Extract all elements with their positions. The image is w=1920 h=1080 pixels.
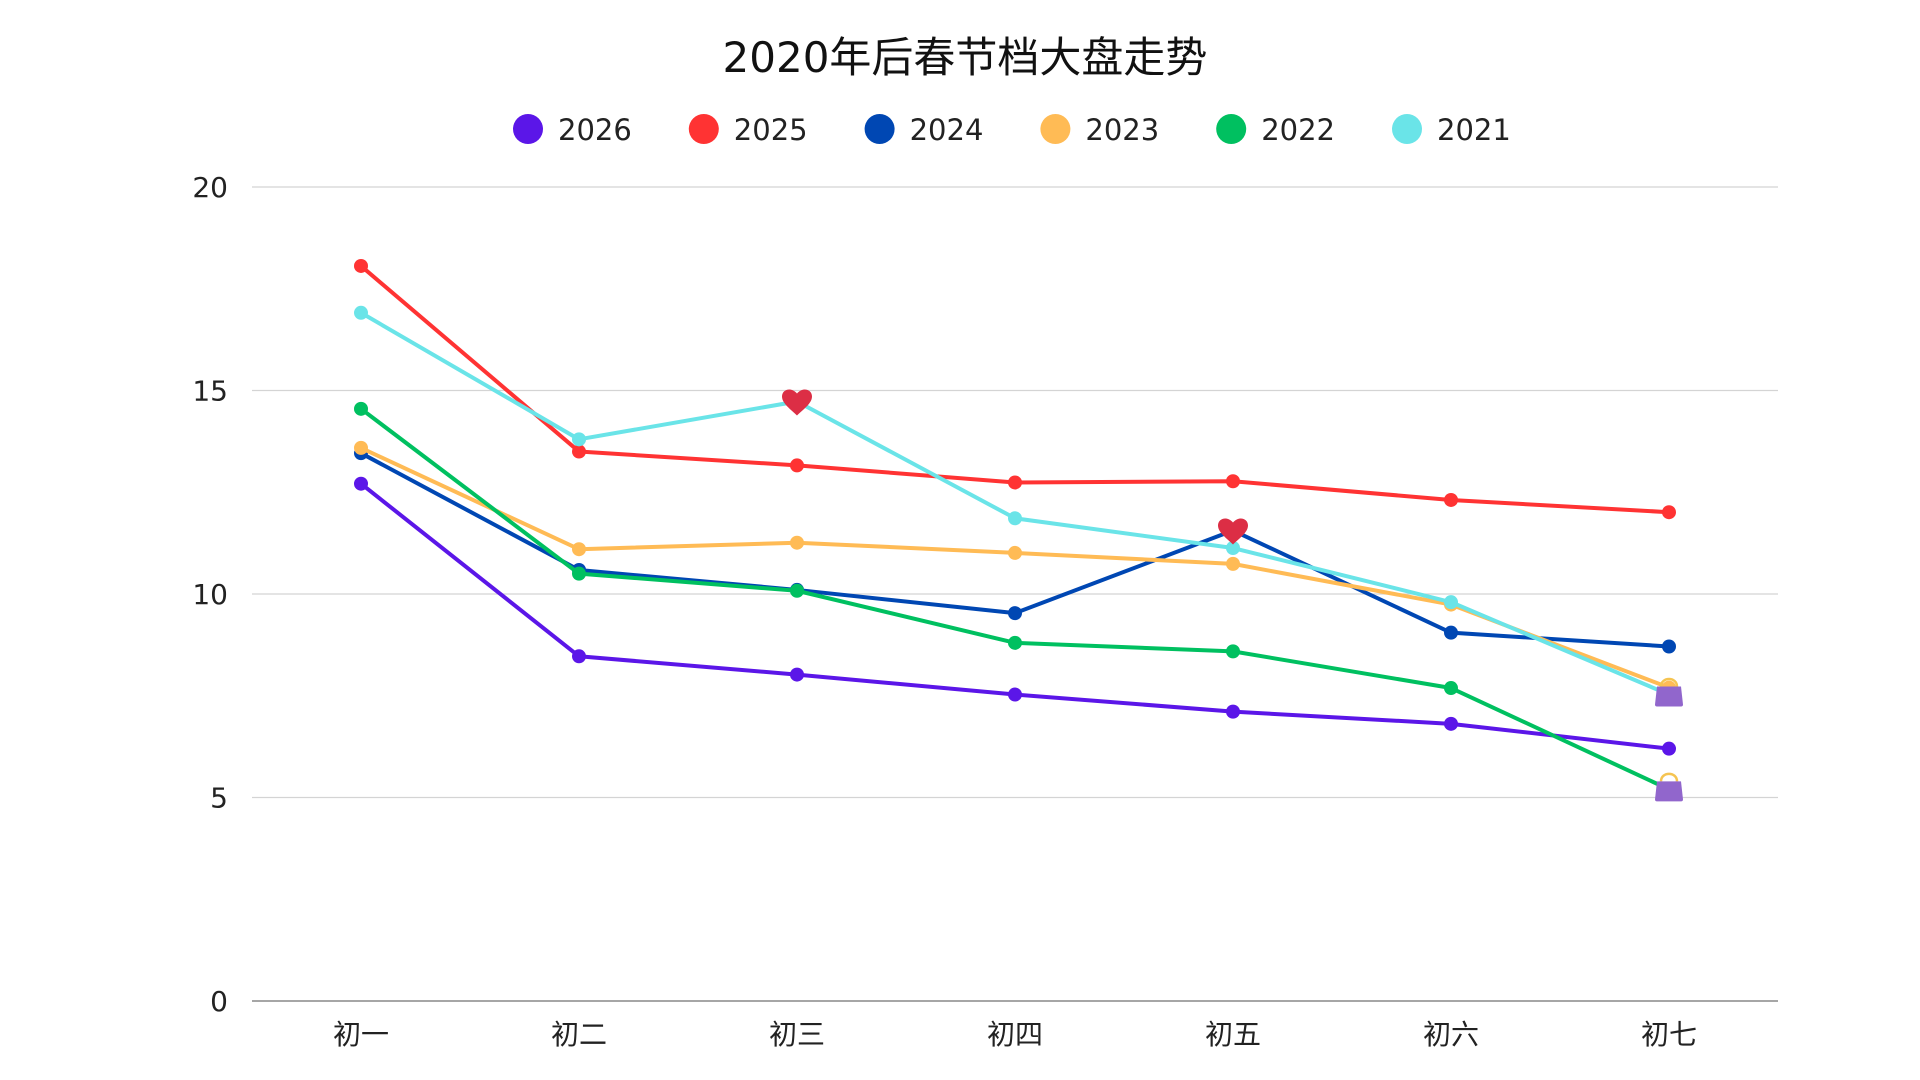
legend-marker [864, 114, 895, 144]
data-point [354, 401, 368, 416]
data-point [572, 444, 586, 459]
data-point [572, 566, 586, 581]
data-point [1008, 511, 1022, 526]
y-tick-label: 20 [192, 171, 228, 204]
handbag-body [1655, 686, 1683, 707]
legend-item-2026[interactable]: 2026 [513, 113, 632, 147]
data-point [790, 458, 804, 473]
y-tick-label: 0 [210, 985, 228, 1018]
heart-icon [782, 389, 812, 416]
series-line [359, 407, 1670, 792]
heart-icon [1218, 518, 1248, 545]
heart-shape [782, 389, 812, 416]
series-lines [354, 258, 1683, 802]
legend-label: 2024 [910, 113, 984, 147]
data-point [1662, 639, 1676, 654]
data-point [1444, 716, 1458, 731]
legend-label: 2026 [558, 113, 632, 147]
heart-shape [1218, 518, 1248, 545]
legend-label: 2021 [1437, 113, 1511, 147]
data-point [790, 583, 804, 598]
data-point [1662, 741, 1676, 756]
data-point [354, 440, 368, 455]
x-tick-label: 初七 [1641, 1018, 1697, 1051]
legend-item-2022[interactable]: 2022 [1216, 113, 1335, 147]
data-point [1226, 644, 1240, 659]
series-line [359, 264, 1670, 515]
data-point [790, 667, 804, 682]
legend-item-2023[interactable]: 2023 [1040, 113, 1159, 147]
handbag-icon [1655, 677, 1683, 707]
data-point [354, 476, 368, 491]
handbag-icon [1655, 772, 1683, 802]
data-point [1444, 625, 1458, 640]
legend-item-2024[interactable]: 2024 [864, 113, 984, 147]
legend-item-2025[interactable]: 2025 [688, 113, 808, 147]
handbag-handle [1659, 772, 1679, 782]
x-axis: 初一 初二 初三 初四 初五 初六 初七 [333, 1018, 1697, 1051]
y-axis: 0 5 10 15 20 [192, 171, 228, 1018]
data-point [1226, 474, 1240, 489]
data-point [354, 258, 368, 273]
legend-marker [513, 114, 543, 144]
data-point [1444, 492, 1458, 507]
legend[interactable]: 2026 2025 2024 2023 2022 2021 [513, 113, 1511, 147]
x-tick-label: 初一 [333, 1018, 389, 1051]
legend-label: 2025 [734, 113, 808, 147]
legend-marker [1216, 114, 1247, 144]
x-tick-label: 初三 [769, 1018, 825, 1051]
data-point [1008, 635, 1022, 650]
data-point [1008, 545, 1022, 560]
data-point [1008, 475, 1022, 490]
legend-label: 2023 [1085, 113, 1159, 147]
data-point [790, 535, 804, 550]
data-point [1008, 606, 1022, 621]
x-tick-label: 初四 [987, 1018, 1043, 1051]
data-point [1444, 681, 1458, 696]
legend-label: 2022 [1261, 113, 1335, 147]
series-2026 [354, 476, 1676, 756]
data-point [572, 432, 586, 447]
data-point [1226, 541, 1240, 556]
legend-item-2021[interactable]: 2021 [1392, 113, 1511, 147]
legend-marker [1040, 114, 1071, 144]
handbag-handle [1659, 677, 1679, 687]
series-2022 [354, 401, 1676, 797]
data-point [572, 649, 586, 664]
handbag-body [1655, 781, 1683, 802]
data-point [1008, 687, 1022, 702]
y-tick-label: 10 [192, 578, 228, 611]
data-point [1662, 505, 1676, 520]
legend-marker [1392, 114, 1422, 144]
x-tick-label: 初六 [1423, 1018, 1479, 1051]
data-point [1444, 595, 1458, 610]
y-tick-label: 5 [210, 782, 228, 815]
grid [252, 186, 1778, 1002]
data-point [354, 305, 368, 320]
data-point [572, 542, 586, 557]
series-2025 [354, 258, 1676, 520]
legend-marker [688, 114, 719, 144]
y-tick-label: 15 [192, 375, 228, 408]
chart-title: 2020年后春节档大盘走势 [723, 33, 1208, 82]
x-tick-label: 初五 [1205, 1018, 1261, 1051]
x-tick-label: 初二 [551, 1018, 607, 1051]
data-point [1226, 704, 1240, 719]
data-point [1226, 556, 1240, 571]
